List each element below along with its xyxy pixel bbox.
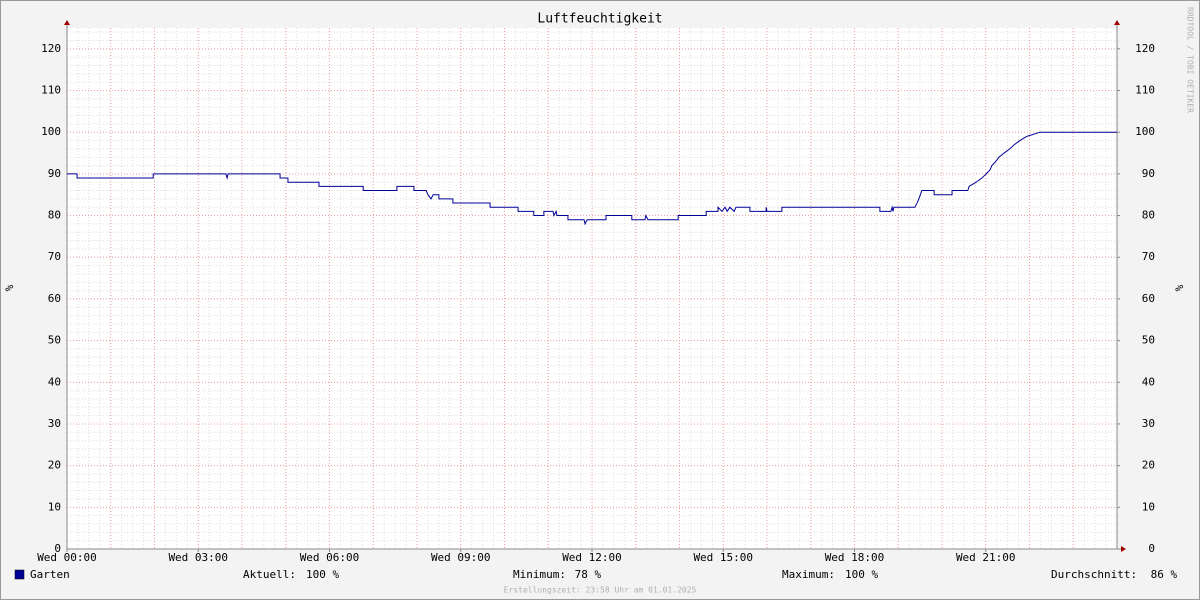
y2-tick-label: 30 <box>1142 417 1155 430</box>
y2-tick-label: 120 <box>1135 42 1155 55</box>
legend-label: Garten <box>30 568 70 581</box>
stat-label: Maximum: <box>782 568 835 581</box>
y-tick-label: 90 <box>48 167 61 180</box>
stat-value: 78 % <box>568 568 601 581</box>
x-tick-label: Wed 12:00 <box>562 551 622 564</box>
y2-tick-label: 40 <box>1142 375 1155 388</box>
x-tick-label: Wed 03:00 <box>168 551 228 564</box>
x-tick-label: Wed 06:00 <box>300 551 360 564</box>
y2-tick-label: 100 <box>1135 125 1155 138</box>
y-tick-label: 120 <box>41 42 61 55</box>
axis-arrow <box>64 20 70 25</box>
y-tick-label: 40 <box>48 375 61 388</box>
y-axis-label: % <box>3 284 16 291</box>
y-tick-label: 60 <box>48 292 61 305</box>
y2-tick-label: 50 <box>1142 334 1155 347</box>
y-tick-label: 70 <box>48 250 61 263</box>
y-tick-label: 20 <box>48 459 61 472</box>
stat-label: Minimum: <box>513 568 566 581</box>
axis-arrow <box>1114 20 1120 25</box>
plot-area <box>67 28 1117 549</box>
y2-tick-label: 110 <box>1135 84 1155 97</box>
y-tick-label: 30 <box>48 417 61 430</box>
x-tick-label: Wed 21:00 <box>956 551 1016 564</box>
stat-value: 100 % <box>306 568 339 581</box>
y-tick-label: 0 <box>54 542 61 555</box>
y2-tick-label: 20 <box>1142 459 1155 472</box>
x-tick-label: Wed 18:00 <box>825 551 885 564</box>
y2-tick-label: 90 <box>1142 167 1155 180</box>
y-tick-label: 10 <box>48 500 61 513</box>
stat-value: 100 % <box>845 568 878 581</box>
stat-label: Aktuell: <box>243 568 296 581</box>
y-tick-label: 50 <box>48 334 61 347</box>
x-tick-label: Wed 00:00 <box>37 551 97 564</box>
stat-label: Durchschnitt: <box>1051 568 1137 581</box>
y2-tick-label: 60 <box>1142 292 1155 305</box>
axis-arrow <box>1121 546 1126 552</box>
watermark: RRDTOOL / TOBI OETIKER <box>1186 7 1195 113</box>
y2-tick-label: 10 <box>1142 500 1155 513</box>
y2-tick-label: 0 <box>1148 542 1155 555</box>
y2-axis-label: % <box>1173 284 1186 291</box>
y-tick-label: 80 <box>48 209 61 222</box>
data-line <box>67 131 1117 226</box>
chart-title: Luftfeuchtigkeit <box>537 12 662 27</box>
y2-tick-label: 70 <box>1142 250 1155 263</box>
y-tick-label: 110 <box>41 84 61 97</box>
x-tick-label: Wed 09:00 <box>431 551 491 564</box>
stat-value: 86 % <box>1144 568 1177 581</box>
y-tick-label: 100 <box>41 125 61 138</box>
legend-swatch <box>14 569 25 580</box>
y2-tick-label: 80 <box>1142 209 1155 222</box>
x-tick-label: Wed 15:00 <box>693 551 753 564</box>
footer: Erstellungszeit: 23:58 Uhr am 01.01.2025 <box>504 586 697 595</box>
